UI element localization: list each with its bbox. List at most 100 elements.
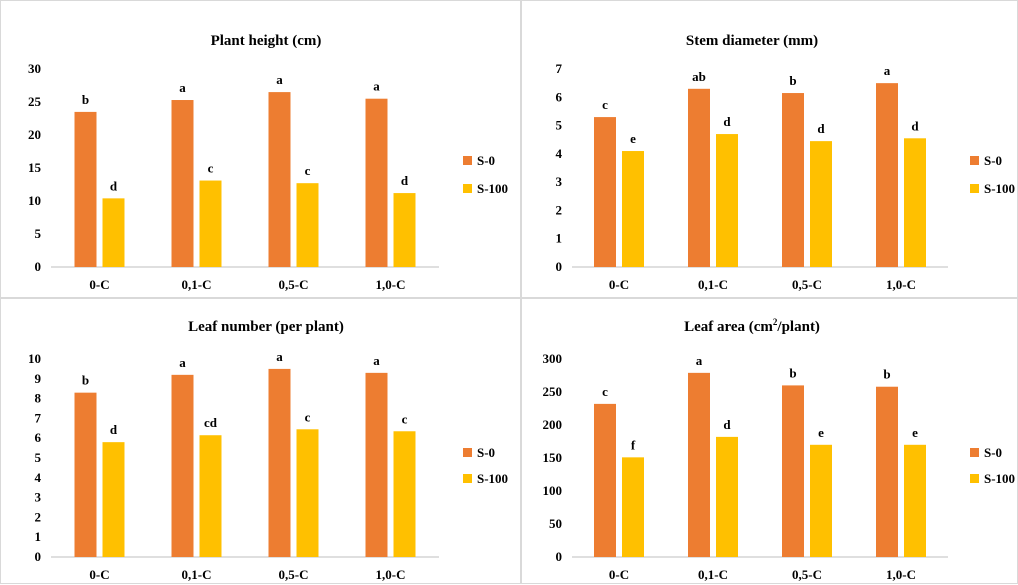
x-category-label: 0-C [609, 567, 629, 582]
significance-label: c [208, 161, 214, 176]
x-category-label: 0-C [609, 277, 629, 292]
y-tick-label: 6 [556, 89, 563, 104]
y-tick-label: 7 [35, 410, 42, 425]
significance-label: e [912, 425, 918, 440]
y-tick-label: 4 [556, 146, 563, 161]
y-tick-label: 4 [35, 470, 42, 485]
legend-swatch-s-0 [463, 156, 472, 165]
significance-label: b [789, 73, 796, 88]
significance-label: e [630, 131, 636, 146]
y-tick-label: 0 [35, 549, 42, 564]
legend-label-s-0: S-0 [477, 153, 495, 168]
y-tick-label: 100 [543, 483, 563, 498]
y-tick-label: 9 [35, 371, 42, 386]
bar-s-0 [171, 100, 194, 268]
significance-label: d [817, 121, 825, 136]
x-category-label: 1,0-C [376, 567, 406, 582]
significance-label: c [602, 97, 608, 112]
chart-leaf-area: Leaf area (cm2/plant) 0 50 100 150 200 250 300 0… [543, 317, 1016, 582]
bar-s-0 [876, 83, 898, 268]
bar-s-0 [171, 374, 194, 557]
significance-label: d [911, 118, 919, 133]
bar-s-0 [74, 392, 97, 557]
bar-s-0 [688, 372, 710, 557]
y-tick-label: 20 [28, 127, 41, 142]
bar-s-100 [622, 457, 644, 557]
y-tick-label: 5 [35, 450, 42, 465]
chart-title: Leaf number (per plant) [188, 319, 344, 335]
significance-label: d [110, 178, 118, 193]
bar-s-100 [102, 198, 125, 267]
chart-leaf-number: Leaf number (per plant) 0 1 2 3 4 5 6 7 8 9 10 0-C b d… [28, 319, 508, 582]
y-tick-label: 7 [556, 61, 563, 76]
bar-s-100 [810, 141, 832, 267]
bar-s-100 [102, 442, 125, 557]
x-category-label: 0,1-C [182, 277, 212, 292]
significance-label: f [631, 437, 636, 452]
x-category-label: 0,5-C [279, 277, 309, 292]
bar-s-100 [199, 435, 222, 557]
chart-panel-leaf-area: Leaf area (cm2/plant) 0 50 100 150 200 250 300 0… [521, 298, 1018, 584]
bar-s-0 [594, 403, 616, 557]
x-category-label: 0,1-C [182, 567, 212, 582]
significance-label: b [82, 92, 89, 107]
x-category-label: 1,0-C [886, 277, 916, 292]
bar-s-0 [268, 368, 291, 557]
bar-s-100 [393, 431, 416, 557]
x-category-label: 0,5-C [792, 277, 822, 292]
y-tick-label: 2 [35, 509, 42, 524]
y-tick-label: 15 [28, 160, 42, 175]
legend-label-s-0: S-0 [984, 445, 1002, 460]
significance-label: a [373, 353, 380, 368]
y-tick-label: 200 [543, 417, 563, 432]
chart-stem-diameter: Stem diameter (mm)012345670-Cce0,1-Cabd0… [556, 33, 1016, 292]
bar-s-0 [594, 117, 616, 267]
significance-label: d [723, 417, 731, 432]
bar-s-0 [74, 111, 97, 268]
y-tick-label: 1 [556, 231, 563, 246]
significance-label: a [276, 72, 283, 87]
x-category-label: 1,0-C [376, 277, 406, 292]
x-category-label: 0-C [89, 277, 109, 292]
bar-s-100 [296, 429, 319, 557]
significance-label: a [179, 80, 186, 95]
bar-s-100 [716, 134, 738, 267]
bar-s-0 [268, 92, 291, 267]
y-tick-label: 1 [35, 529, 42, 544]
bar-s-100 [296, 183, 319, 267]
legend-swatch-s-0 [463, 448, 472, 457]
significance-label: a [276, 349, 283, 364]
y-tick-label: 3 [35, 490, 42, 505]
chart-panel-stem-diameter: Stem diameter (mm) 0 1 2 3 4 5 6 7 0-C c e 0,1-C ab d 0… [521, 0, 1018, 298]
significance-label: a [373, 79, 380, 94]
significance-label: ab [692, 69, 706, 84]
significance-label: d [401, 173, 409, 188]
y-tick-label: 6 [35, 430, 42, 445]
significance-label: b [82, 373, 89, 388]
significance-label: e [818, 425, 824, 440]
bar-s-100 [393, 193, 416, 267]
bar-s-100 [199, 180, 222, 267]
chart-panel-plant-height: Plant height (cm) 0 5 10 15 20 25 30 0-C b d 0,1-C a… [0, 0, 521, 298]
legend-label-s-0: S-0 [984, 153, 1002, 168]
bar-s-100 [904, 444, 926, 557]
significance-label: c [602, 384, 608, 399]
chart-panel-leaf-number: Leaf number (per plant) 0 1 2 3 4 5 6 7 8 9 10 0-C b d… [0, 298, 521, 584]
bar-s-100 [810, 444, 832, 557]
bar-s-0 [782, 385, 804, 557]
legend-swatch-s-100 [970, 184, 979, 193]
bar-s-0 [688, 88, 710, 267]
significance-label: b [883, 367, 890, 382]
legend-swatch-s-100 [463, 184, 472, 193]
legend-label-s-0: S-0 [477, 445, 495, 460]
significance-label: c [305, 409, 311, 424]
y-tick-label: 250 [543, 384, 563, 399]
significance-label: a [884, 63, 891, 78]
y-tick-label: 150 [543, 450, 563, 465]
y-tick-label: 25 [28, 94, 42, 109]
bar-s-100 [904, 138, 926, 267]
chart-title: Plant height (cm) [211, 33, 322, 49]
significance-label: a [696, 353, 703, 368]
y-tick-label: 30 [28, 61, 41, 76]
y-tick-label: 5 [556, 118, 563, 133]
